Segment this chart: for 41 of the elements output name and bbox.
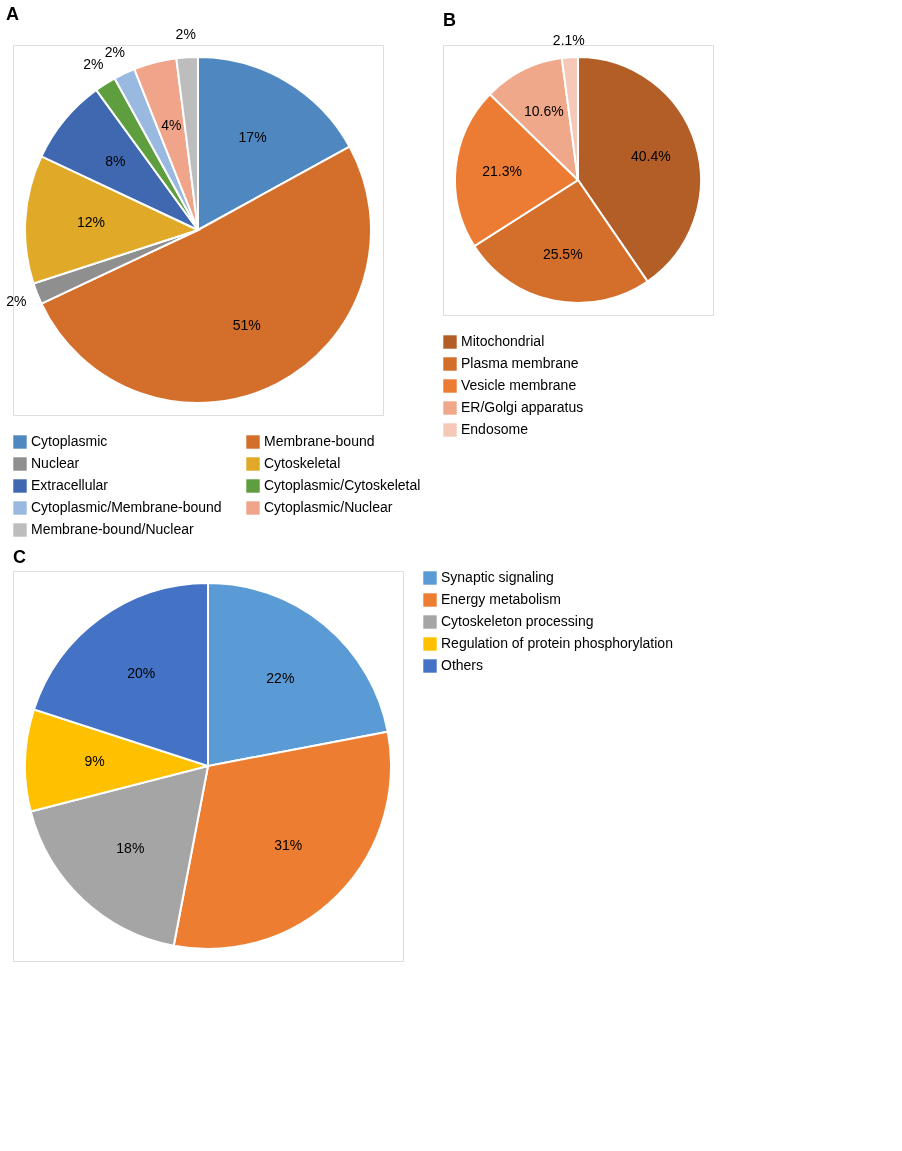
data-label: 10.6% [523,102,564,119]
data-label: 9% [84,753,105,770]
legend-label: Nuclear [31,455,80,471]
data-label: 4% [161,117,182,134]
legend-label: Cytoplasmic/Membrane-bound [31,499,222,515]
legend-label: Vesicle membrane [461,377,577,393]
data-label: 20% [127,665,156,682]
legend-label: Energy metabolism [441,591,561,607]
legend-label: Cytoskeleton processing [441,613,594,629]
data-label: 25.5% [542,245,583,262]
legend-label: Synaptic signaling [441,569,554,585]
data-label: 12% [76,214,105,231]
data-label: 51% [232,316,261,333]
legend-label: ER/Golgi apparatus [461,399,584,415]
legend-label: Membrane-bound/Nuclear [31,521,194,537]
legend-label: Extracellular [31,477,109,493]
data-label: 40.4% [631,148,671,165]
data-label: 17% [238,128,267,145]
legend-label: Cytoplasmic [31,433,108,449]
legend-label: Others [441,657,484,673]
legend-label: Regulation of protein phosphorylation [441,635,673,651]
legend-label: Plasma membrane [461,355,579,371]
data-label: 2% [83,55,104,72]
legend-label: Cytoplasmic/Cytoskeletal [264,477,421,493]
data-label: 2.1% [552,32,585,49]
legend-label: Mitochondrial [461,333,545,349]
data-label: 2% [104,44,125,61]
chart-title: C [13,547,26,567]
data-label: 21.3% [482,163,522,180]
chart-title: A [6,3,20,24]
data-label: 31% [274,837,303,854]
data-label: 22% [266,669,295,686]
data-label: 18% [116,839,145,856]
legend-label: Cytoplasmic/Nuclear [264,499,393,515]
data-label: 2% [175,25,196,42]
legend-label: Membrane-bound [264,433,375,449]
chart-title: B [443,10,456,31]
legend-label: Endosome [461,421,529,437]
data-label: 2% [6,292,27,309]
data-label: 8% [105,152,126,169]
legend-label: Cytoskeletal [264,455,341,471]
